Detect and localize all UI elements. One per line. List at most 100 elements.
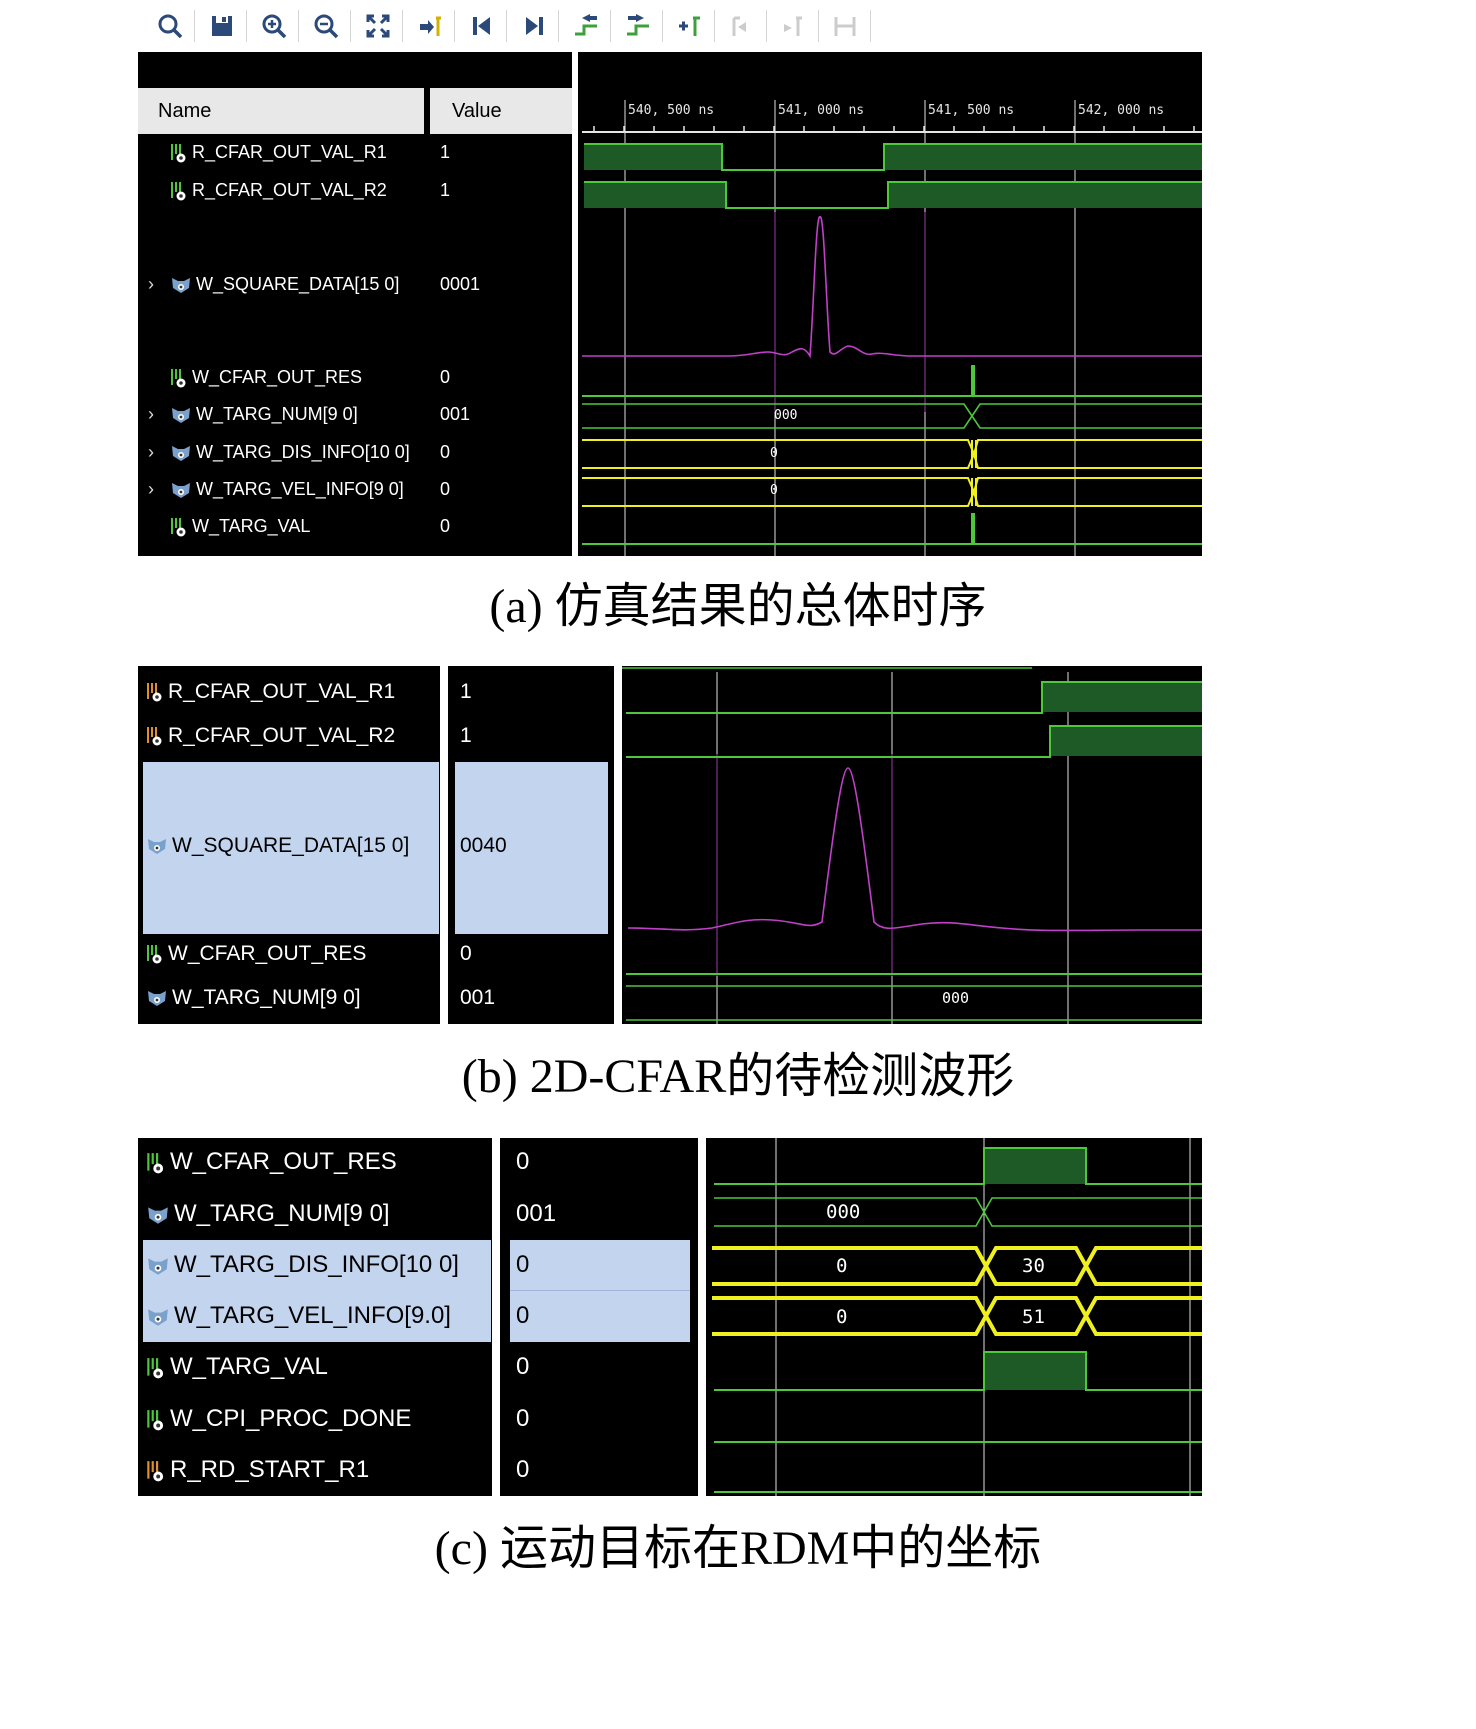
signal-type-icon [170, 479, 196, 499]
signal-name-label: W_TARG_DIS_INFO[10 0] [174, 1251, 459, 1278]
signal-value: 1 [440, 142, 451, 162]
signal-name-label: W_TARG_DIS_INFO[10 0] [196, 442, 410, 462]
signal-value: 0001 [440, 274, 481, 294]
go-to-cursor-icon[interactable] [410, 6, 450, 46]
panel-c-waveform-canvas[interactable]: 000 0 30 0 51 [706, 1138, 1202, 1496]
zoom-fit-icon[interactable] [358, 6, 398, 46]
targ-num-bus-value: 000 [774, 408, 797, 423]
signal-name-label: W_TARG_VEL_INFO[9.0] [174, 1302, 451, 1329]
signal-name-label: R_CFAR_OUT_VAL_R1 [192, 142, 387, 162]
previous-transition-icon[interactable] [566, 6, 606, 46]
expand-chevron-icon[interactable]: › [148, 479, 154, 499]
signal-r-cfar-out-val-r2[interactable]: R_CFAR_OUT_VAL_R2 [146, 724, 395, 748]
signal-w-targ-vel-info-9-0[interactable]: › W_TARG_VEL_INFO[9 0] [148, 479, 404, 500]
signal-value: 1 [440, 180, 451, 200]
signal-w-targ-val[interactable]: W_TARG_VAL [146, 1353, 328, 1381]
signal-r-cfar-out-val-r1[interactable]: R_CFAR_OUT_VAL_R1 [146, 680, 395, 704]
save-icon[interactable] [202, 6, 242, 46]
signal-w-targ-num-9-0[interactable]: › W_TARG_NUM[9 0] [148, 404, 358, 425]
signal-name-label: W_TARG_VAL [170, 1353, 328, 1380]
time-label: 541, 000 ns [778, 103, 864, 118]
selected-row-name[interactable] [143, 762, 439, 934]
signal-name-label: R_CFAR_OUT_VAL_R2 [168, 724, 396, 747]
time-label: 540, 500 ns [628, 103, 714, 118]
signal-type-icon [170, 180, 192, 201]
signal-name-label: W_CFAR_OUT_RES [192, 367, 363, 387]
caption-b: (b) 2D-CFAR的待检测波形 [461, 1050, 1015, 1103]
signal-w-targ-num-9-0[interactable]: W_TARG_NUM[9 0] [146, 986, 361, 1010]
signal-r-cfar-out-val-r1[interactable]: R_CFAR_OUT_VAL_R1 [170, 142, 387, 164]
signal-name-label: W_TARG_NUM[9 0] [172, 986, 361, 1009]
expand-chevron-icon[interactable]: › [148, 274, 154, 294]
expand-chevron-icon[interactable]: › [148, 442, 154, 462]
signal-value: 0040 [460, 834, 507, 857]
go-to-start-icon[interactable] [462, 6, 502, 46]
caption-a: (a) 仿真结果的总体时序 [489, 580, 987, 633]
swap-cursors-icon [826, 6, 866, 46]
time-label: 541, 500 ns [928, 103, 1014, 118]
targ-num-bus-value: 000 [826, 1201, 860, 1223]
signal-type-icon [146, 680, 168, 703]
signal-value: 1 [460, 680, 472, 703]
signal-w-cpi-proc-done[interactable]: W_CPI_PROC_DONE [146, 1405, 411, 1433]
signal-w-cfar-out-res[interactable]: W_CFAR_OUT_RES [146, 1148, 397, 1176]
signal-w-targ-vel-info-9-0[interactable]: W_TARG_VEL_INFO[9.0] [146, 1302, 451, 1330]
next-transition-icon[interactable] [618, 6, 658, 46]
selected-rows-name[interactable] [143, 1240, 491, 1342]
signal-w-square-data-15-0[interactable]: W_SQUARE_DATA[15 0] [146, 834, 409, 858]
signal-value: 001 [516, 1200, 557, 1227]
signal-type-icon [146, 1353, 170, 1380]
expand-chevron-icon[interactable]: › [148, 404, 154, 424]
zoom-out-icon[interactable] [306, 6, 346, 46]
name-column-header[interactable]: Name [138, 88, 424, 134]
panel-a-waveform-canvas[interactable]: 540, 500 ns 541, 000 ns 541, 500 ns 542, 00… [578, 52, 1202, 556]
previous-marker-icon [722, 6, 762, 46]
signal-w-targ-dis-info-10-0[interactable]: W_TARG_DIS_INFO[10 0] [146, 1251, 459, 1279]
signal-w-targ-num-9-0[interactable]: W_TARG_NUM[9 0] [146, 1200, 390, 1228]
signal-value: 0 [440, 367, 451, 387]
signal-name-label: R_CFAR_OUT_VAL_R1 [168, 680, 396, 703]
signal-w-cfar-out-res[interactable]: W_CFAR_OUT_RES [146, 942, 366, 966]
time-label: 542, 000 ns [1078, 103, 1164, 118]
signal-name-label: W_CFAR_OUT_RES [168, 942, 367, 965]
signal-name-label: W_CFAR_OUT_RES [170, 1148, 397, 1175]
go-to-end-icon[interactable] [514, 6, 554, 46]
signal-type-icon [146, 1405, 170, 1432]
search-icon[interactable] [150, 6, 190, 46]
signal-w-cfar-out-res[interactable]: W_CFAR_OUT_RES [170, 367, 362, 389]
signal-type-icon [146, 942, 168, 965]
signal-value: 0 [516, 1148, 530, 1175]
signal-w-targ-dis-info-10-0[interactable]: › W_TARG_DIS_INFO[10 0] [148, 442, 410, 463]
signal-type-icon [170, 442, 196, 462]
signal-r-rd-start-r1[interactable]: R_RD_START_R1 [146, 1456, 369, 1484]
targ-dis-bus-value-before: 0 [836, 1255, 847, 1277]
selected-rows-value[interactable] [510, 1240, 690, 1342]
signal-type-icon [146, 1148, 170, 1175]
signal-name-label: W_TARG_NUM[9 0] [174, 1200, 390, 1227]
value-column-header[interactable]: Value [430, 88, 572, 134]
signal-type-icon [146, 1200, 174, 1227]
signal-w-square-data-15-0[interactable]: › W_SQUARE_DATA[15 0] [148, 274, 400, 295]
signal-type-icon [170, 274, 196, 294]
signal-value: 1 [460, 724, 472, 747]
signal-value: 0 [516, 1353, 530, 1380]
signal-w-targ-val[interactable]: W_TARG_VAL [170, 516, 310, 538]
signal-r-cfar-out-val-r2[interactable]: R_CFAR_OUT_VAL_R2 [170, 180, 387, 202]
selected-row-value[interactable] [455, 762, 608, 934]
signal-name-label: W_SQUARE_DATA[15 0] [196, 274, 400, 294]
signal-name-label: W_TARG_VAL [192, 516, 311, 536]
signal-value: 0 [440, 516, 451, 536]
signal-value: 0 [440, 479, 451, 499]
column-splitter[interactable] [424, 52, 430, 556]
signal-type-icon [170, 404, 196, 424]
add-marker-icon[interactable] [670, 6, 710, 46]
signal-type-icon [146, 986, 172, 1009]
signal-name-label: W_TARG_NUM[9 0] [196, 404, 358, 424]
zoom-in-icon[interactable] [254, 6, 294, 46]
targ-dis-bus-value: 0 [770, 446, 778, 461]
panel-b-waveform-canvas[interactable]: 000 [622, 666, 1202, 1024]
targ-vel-bus-value: 0 [770, 483, 778, 498]
signal-type-icon [146, 724, 168, 747]
signal-type-icon [170, 516, 192, 537]
signal-name-label: R_CFAR_OUT_VAL_R2 [192, 180, 387, 200]
